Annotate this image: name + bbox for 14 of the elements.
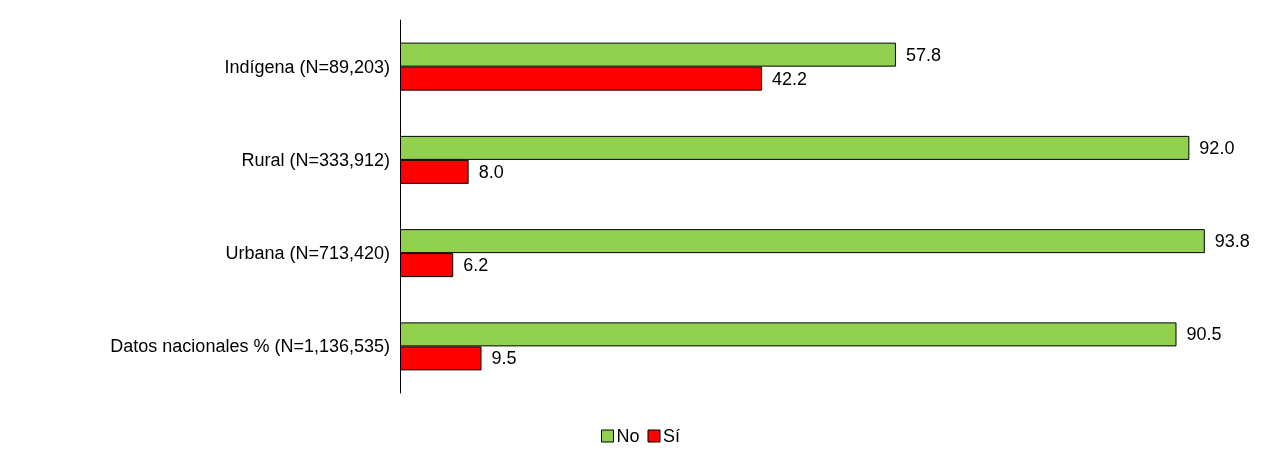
legend-label: No (616, 426, 640, 446)
data-label: 9.5 (491, 348, 517, 369)
data-label: 90.5 (1186, 324, 1222, 345)
data-label: 6.2 (463, 255, 489, 276)
data-label: 92.0 (1199, 137, 1235, 158)
y-tick-label: Datos nacionales % (N=1,136,535) (110, 336, 390, 357)
y-tick-label: Indígena (N=89,203) (224, 56, 390, 77)
data-label: 93.8 (1214, 231, 1250, 252)
data-label: 57.8 (905, 44, 941, 65)
y-tick-label: Urbana (N=713,420) (225, 243, 390, 264)
legend-label: Sí (663, 426, 681, 446)
data-label: 42.2 (772, 68, 808, 89)
data-label: 8.0 (478, 161, 504, 182)
y-tick-label: Rural (N=333,912) (241, 149, 390, 170)
